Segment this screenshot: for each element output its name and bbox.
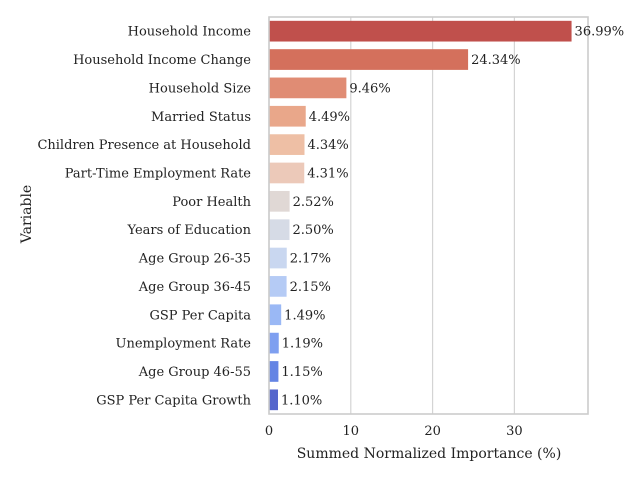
y-tick-label-age-group-36-45: Age Group 36-45 (138, 280, 251, 295)
bar-years-of-education (269, 219, 290, 241)
x-tick-label-30: 30 (506, 424, 523, 439)
data-label-household-income-change: 24.34% (471, 53, 521, 68)
y-tick-label-unemployment-rate: Unemployment Rate (115, 337, 251, 352)
gridlines (268, 17, 515, 414)
plot-frame (268, 16, 589, 415)
data-label-age-group-36-45: 2.15% (290, 280, 331, 295)
bar-gsp-per-capita (269, 304, 282, 326)
data-label-part-time-employment-rate: 4.31% (307, 166, 348, 181)
data-label-age-group-26-35: 2.17% (290, 252, 331, 267)
y-tick-label-age-group-26-35: Age Group 26-35 (138, 252, 251, 267)
bar-gsp-per-capita-growth (269, 389, 278, 411)
y-tick-label-household-income: Household Income (128, 25, 252, 40)
bar-household-income-change (269, 49, 469, 70)
y-tick-label-years-of-education: Years of Education (127, 223, 252, 238)
bar-children-presence-at-household (269, 134, 305, 155)
bar-age-group-46-55 (269, 361, 279, 382)
x-tick-label-20: 20 (424, 424, 441, 439)
data-label-household-income: 36.99% (575, 25, 625, 40)
data-label-married-status: 4.49% (309, 110, 350, 125)
data-label-children-presence-at-household: 4.34% (307, 138, 348, 153)
data-label-gsp-per-capita: 1.49% (284, 308, 325, 323)
y-tick-labels: Household Income Household Income Change H… (37, 25, 251, 409)
y-tick-label-gsp-per-capita: GSP Per Capita (149, 308, 251, 323)
y-tick-label-married-status: Married Status (151, 110, 251, 125)
plot-border (268, 16, 589, 415)
x-tick-label-0: 0 (265, 424, 273, 439)
bar-household-income (269, 20, 572, 42)
data-labels: 36.99% 24.34% 9.46% 4.49% 4.34% 4.31% 2.52% 2.5… (281, 25, 624, 409)
bar-age-group-36-45 (269, 276, 287, 297)
y-tick-label-children-presence-at-household: Children Presence at Household (37, 138, 251, 153)
y-tick-label-part-time-employment-rate: Part-Time Employment Rate (65, 166, 252, 181)
bars (269, 20, 572, 411)
y-tick-label-household-size: Household Size (149, 81, 252, 96)
data-label-gsp-per-capita-growth: 1.10% (281, 393, 322, 408)
x-tick-label-10: 10 (343, 424, 360, 439)
y-axis-label: Variable (19, 185, 35, 244)
y-tick-label-household-income-change: Household Income Change (73, 53, 251, 68)
x-axis-label: Summed Normalized Importance (%) (297, 446, 562, 462)
y-tick-label-age-group-46-55: Age Group 46-55 (138, 365, 251, 380)
data-label-years-of-education: 2.50% (292, 223, 333, 238)
bar-age-group-26-35 (269, 247, 287, 269)
data-label-household-size: 9.46% (349, 81, 390, 96)
bar-household-size (269, 77, 347, 99)
bar-married-status (269, 105, 306, 127)
bar-poor-health (269, 190, 290, 212)
data-label-poor-health: 2.52% (293, 195, 334, 210)
bar-part-time-employment-rate (269, 162, 305, 184)
y-tick-label-gsp-per-capita-growth: GSP Per Capita Growth (96, 393, 251, 408)
data-label-age-group-46-55: 1.15% (281, 365, 322, 380)
x-tick-labels: 0 10 20 30 (265, 424, 523, 439)
data-label-unemployment-rate: 1.19% (282, 337, 323, 352)
bar-unemployment-rate (269, 332, 279, 354)
y-tick-label-poor-health: Poor Health (172, 195, 251, 210)
